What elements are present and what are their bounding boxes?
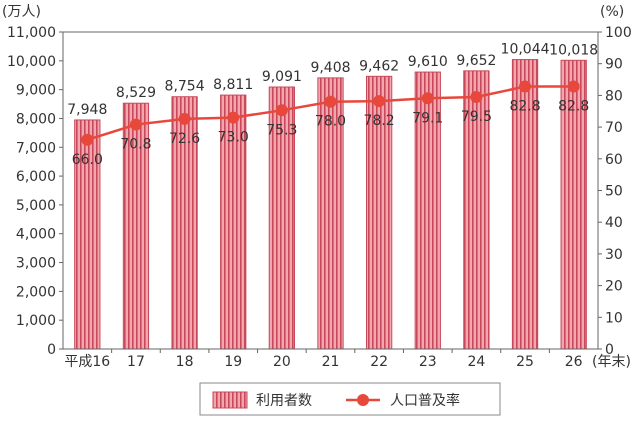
bar [220,94,247,350]
x-tick-label: 19 [224,354,242,370]
right-tick-label: 70 [605,120,623,136]
legend: 利用者数 人口普及率 [199,382,501,416]
line-marker [421,92,434,105]
category-suffix: (年末) [592,354,631,370]
left-tick-label: 8,000 [16,111,56,127]
left-tick-label: 10,000 [7,54,56,70]
right-tick-label: 30 [605,247,623,263]
line-value-label: 78.2 [364,113,395,129]
line-value-label: 72.6 [169,131,200,147]
legend-line-marker [357,394,369,406]
bar-value-label: 9,462 [359,58,399,74]
line-marker [227,111,240,124]
line-marker [178,112,191,125]
left-axis-unit: (万人) [2,4,41,20]
bar [122,102,150,350]
line-value-label: 78.0 [315,114,346,130]
line-series [81,80,580,146]
bar [560,59,587,350]
x-tick-label: 22 [370,354,388,370]
x-tick-label: 18 [176,354,194,370]
left-tick-label: 11,000 [7,25,56,41]
line-value-label: 82.8 [509,99,540,115]
legend-line-label: 人口普及率 [390,392,460,409]
line-marker [470,90,483,103]
bar [414,71,441,350]
bar-value-label: 7,948 [67,102,107,118]
right-tick-label: 60 [605,152,623,168]
right-tick-label: 100 [605,25,632,41]
left-tick-label: 6,000 [16,169,56,185]
left-tick-label: 7,000 [16,140,56,156]
bar [74,119,101,350]
legend-bar-label: 利用者数 [256,393,312,409]
bar-value-label: 8,811 [213,77,253,93]
bar-value-label: 10,044 [501,42,550,58]
bar-value-label: 9,091 [262,69,302,85]
right-tick-label: 10 [605,310,623,326]
legend-bar-swatch [212,391,248,409]
left-tick-label: 1,000 [16,313,56,329]
left-tick-label: 0 [47,342,56,358]
right-tick-label: 80 [605,88,623,104]
bar-value-label: 10,018 [549,42,598,58]
right-tick-label: 20 [605,279,623,295]
bar [171,96,198,350]
x-tick-label: 20 [273,354,291,370]
x-tick-label: 平成16 [64,354,110,370]
line-value-label: 73.0 [218,130,249,146]
line-marker [129,118,142,131]
line-marker [567,80,580,93]
left-tick-label: 9,000 [16,83,56,99]
line-value-label: 82.8 [558,99,589,115]
bar-value-label: 9,408 [310,60,350,76]
value-labels: 7,948 8,529 8,754 8,811 9,091 9,408 9,462 9,610… [67,42,598,168]
line-value-label: 79.1 [412,110,443,126]
line-marker [373,95,386,108]
right-tick-label: 90 [605,57,623,73]
right-tick-label: 0 [605,342,614,358]
x-tick-label: 25 [516,354,534,370]
bars [74,59,587,350]
x-tick-label: 26 [565,354,583,370]
line-value-label: 75.3 [266,122,297,138]
right-tick-label: 50 [605,184,623,200]
x-tick-label: 23 [419,354,437,370]
x-tick-label: 21 [322,354,340,370]
line-marker [324,95,337,108]
line-value-label: 79.5 [461,109,492,125]
bar [317,77,344,350]
axes: 0 1,000 2,000 3,000 4,000 5,000 6,000 7,000 8,00… [7,25,632,370]
line-marker [81,133,94,146]
left-tick-label: 2,000 [16,284,56,300]
line-value-label: 66.0 [72,152,103,168]
left-tick-label: 3,000 [16,256,56,272]
bar-value-label: 9,610 [408,54,448,70]
bar-value-label: 8,529 [116,85,156,101]
right-tick-label: 40 [605,215,623,231]
left-tick-label: 5,000 [16,198,56,214]
line-marker [275,104,288,117]
bar-value-label: 9,652 [456,53,496,69]
left-tick-label: 4,000 [16,227,56,243]
line-marker [519,80,532,93]
x-tick-label: 24 [467,354,485,370]
line-value-label: 70.8 [120,137,151,153]
x-tick-label: 17 [127,354,145,370]
bar [511,59,539,350]
right-axis-unit: (%) [600,4,624,20]
bar-value-label: 8,754 [165,79,205,95]
